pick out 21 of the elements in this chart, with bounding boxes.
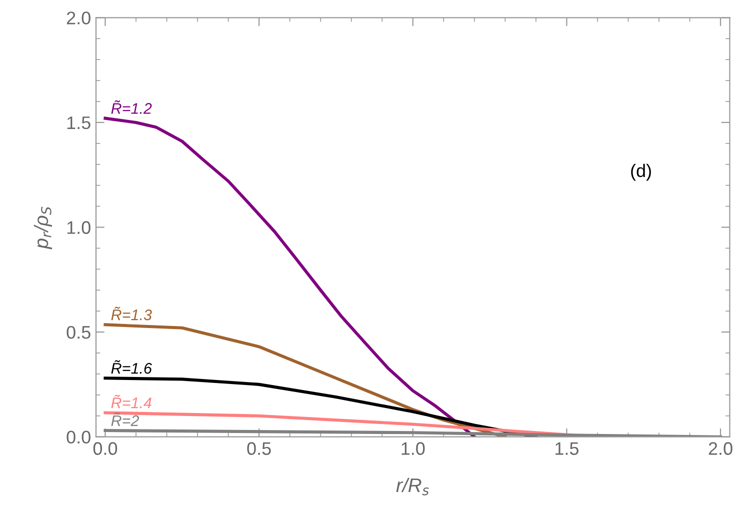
series-label: R̃=1.3 xyxy=(111,306,152,320)
x-tick-label: 1.5 xyxy=(556,442,578,455)
x-axis-title: r/R$_{s}$ xyxy=(396,478,429,496)
line-series xyxy=(104,116,476,437)
annotation: (d) xyxy=(631,164,651,181)
y-tick-label: 0.5 xyxy=(66,326,90,339)
series-label: R̃=2 xyxy=(111,412,140,426)
line-series xyxy=(104,429,722,437)
x-tick-label: 1.0 xyxy=(402,442,425,455)
y-tick-label: 1.0 xyxy=(67,221,90,234)
y-tick-label: 2.0 xyxy=(66,12,90,24)
x-tick-label: 2.0 xyxy=(708,442,732,455)
y-axis-title: p$_{r}$/ρ$_{S}$ xyxy=(34,206,52,250)
x-tick-label: 0.0 xyxy=(93,442,118,455)
series-label: R̃=1.4 xyxy=(111,394,152,408)
series-label: R̃=1.2 xyxy=(111,100,152,114)
series-label: R̃=1.6 xyxy=(111,360,152,374)
line-series xyxy=(104,376,538,437)
y-tick-label: 1.5 xyxy=(67,116,90,130)
x-tick-label: 0.5 xyxy=(247,442,271,455)
y-tick-label: 0.0 xyxy=(66,430,90,444)
